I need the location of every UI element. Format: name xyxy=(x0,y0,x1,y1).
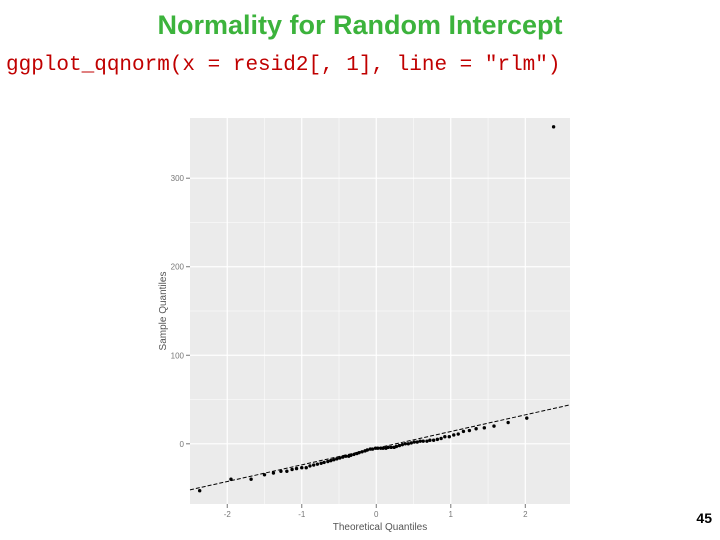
data-point xyxy=(344,454,348,458)
y-axis-ticks: 0 100 200 300 xyxy=(171,174,190,449)
data-point xyxy=(249,477,253,481)
data-point xyxy=(357,450,361,455)
data-point xyxy=(412,440,416,444)
data-point xyxy=(352,452,356,457)
gridlines xyxy=(190,118,570,504)
data-point xyxy=(376,446,380,450)
data-point xyxy=(319,461,323,465)
y-tick-label: 100 xyxy=(171,351,185,360)
data-point xyxy=(394,444,399,449)
data-point xyxy=(418,439,422,443)
data-point xyxy=(425,439,429,443)
data-point xyxy=(435,437,440,442)
data-point xyxy=(452,433,456,437)
x-axis-title: Theoretical Quantiles xyxy=(333,522,428,533)
data-point xyxy=(294,466,299,471)
data-point xyxy=(279,469,283,473)
x-tick-label: 0 xyxy=(374,510,379,519)
data-point xyxy=(389,445,393,450)
data-point xyxy=(338,456,342,460)
data-point xyxy=(551,125,556,129)
data-point xyxy=(428,438,432,442)
data-point xyxy=(262,473,267,477)
data-point xyxy=(365,448,370,452)
data-point xyxy=(506,420,510,425)
data-point xyxy=(370,447,375,451)
slide-title: Normality for Random Intercept xyxy=(157,10,563,40)
data-point xyxy=(332,458,336,462)
data-point xyxy=(439,436,443,441)
data-point xyxy=(322,460,326,465)
data-point xyxy=(386,445,390,450)
data-point xyxy=(290,467,294,472)
data-point xyxy=(409,441,413,445)
data-point xyxy=(467,428,472,433)
x-axis-ticks: -2 -1 0 1 2 xyxy=(224,504,528,519)
data-point xyxy=(461,429,466,434)
qq-plot: 0 100 200 300 -2 -1 0 1 2 Theoretical Quantiles… xyxy=(158,118,571,533)
data-point xyxy=(341,455,345,459)
data-point xyxy=(447,435,451,439)
data-point xyxy=(492,424,496,428)
data-point xyxy=(406,442,411,446)
y-axis-title: Sample Quantiles xyxy=(158,272,169,351)
data-point xyxy=(349,453,353,458)
data-point xyxy=(229,477,233,481)
data-point xyxy=(525,416,529,420)
data-point xyxy=(300,466,304,470)
data-point xyxy=(315,462,320,466)
data-point xyxy=(335,457,339,461)
data-point xyxy=(403,442,408,446)
data-point xyxy=(474,427,478,431)
data-point xyxy=(326,459,330,464)
data-point xyxy=(285,469,289,473)
data-point xyxy=(197,489,202,493)
data-point xyxy=(308,464,312,468)
y-tick-label: 200 xyxy=(171,263,185,272)
y-tick-label: 0 xyxy=(180,440,185,449)
y-tick-label: 300 xyxy=(171,174,185,183)
x-tick-label: 2 xyxy=(523,510,528,519)
data-point xyxy=(415,440,419,444)
data-point xyxy=(421,439,425,443)
data-point xyxy=(329,458,333,463)
data-point xyxy=(400,442,405,447)
data-point xyxy=(381,446,385,450)
data-point xyxy=(304,466,308,470)
data-point xyxy=(482,426,487,430)
data-point xyxy=(431,438,436,442)
x-tick-label: -2 xyxy=(224,510,232,519)
data-point xyxy=(311,463,316,467)
page-number: 45 xyxy=(696,510,712,526)
points-group xyxy=(197,125,556,493)
data-point xyxy=(360,450,364,454)
x-tick-label: -1 xyxy=(298,510,306,519)
x-tick-label: 1 xyxy=(449,510,454,519)
data-point xyxy=(397,443,402,448)
code-line: ggplot_qqnorm(x = resid2[, 1], line = "r… xyxy=(6,54,561,77)
data-point xyxy=(443,435,447,439)
data-point xyxy=(271,471,276,475)
data-point xyxy=(456,432,460,436)
